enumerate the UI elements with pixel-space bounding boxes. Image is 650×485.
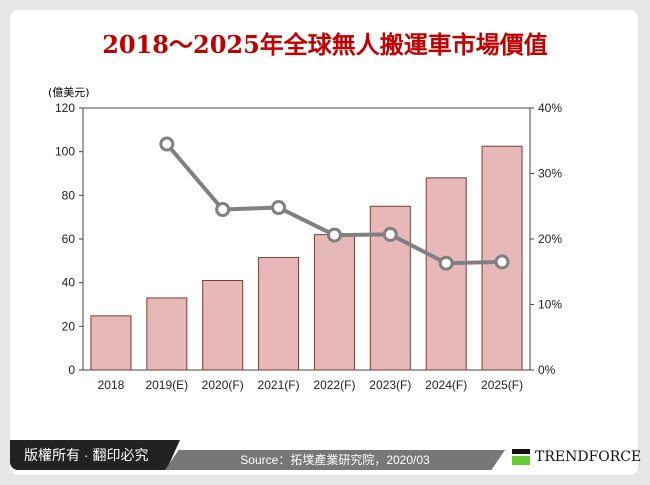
bar [425,177,467,371]
y-tick-label: 0 [68,363,75,377]
y-tick-label: 20 [62,319,76,333]
bar [258,257,300,371]
x-tick-label: 2021(F) [258,378,300,392]
bar [202,279,244,371]
y-tick-label: 60 [62,232,76,246]
x-tick-label: 2022(F) [313,378,355,392]
y-tick-label: 120 [55,101,75,115]
y2-tick-label: 30% [538,167,562,181]
source-text: Source：拓墣產業研究院，2020/03 [165,450,505,470]
bar [90,315,132,371]
growth-point [159,136,175,152]
y-tick-label: 80 [62,188,76,202]
x-tick-label: 2025(F) [481,378,523,392]
bar [146,297,188,371]
x-tick-label: 2018 [98,378,125,392]
trendforce-logo: TRENDFORCE [512,449,641,465]
growth-point [438,255,454,271]
logo-text: TRENDFORCE [535,449,642,465]
y2-tick-label: 40% [538,101,562,115]
x-tick-label: 2020(F) [202,378,244,392]
x-tick-label: 2023(F) [369,378,411,392]
x-tick-label: 2024(F) [425,378,467,392]
y-tick-label: 100 [55,145,75,159]
y2-tick-label: 0% [538,363,556,377]
copyright-text: 版權所有 · 翻印必究 [10,440,180,470]
x-tick-label: 2019(E) [145,378,188,392]
growth-point [271,200,287,216]
y-axis-label: (億美元) [48,86,90,99]
growth-point [494,254,510,270]
logo-icon [512,449,530,465]
growth-point [382,226,398,242]
chart-title: 2018～2025年全球無人搬運車市場價值 [102,30,548,59]
bar [313,234,355,371]
growth-point [215,202,231,218]
growth-point [326,227,342,243]
y2-tick-label: 10% [538,298,562,312]
y2-tick-label: 20% [538,232,562,246]
y-tick-label: 40 [62,276,76,290]
